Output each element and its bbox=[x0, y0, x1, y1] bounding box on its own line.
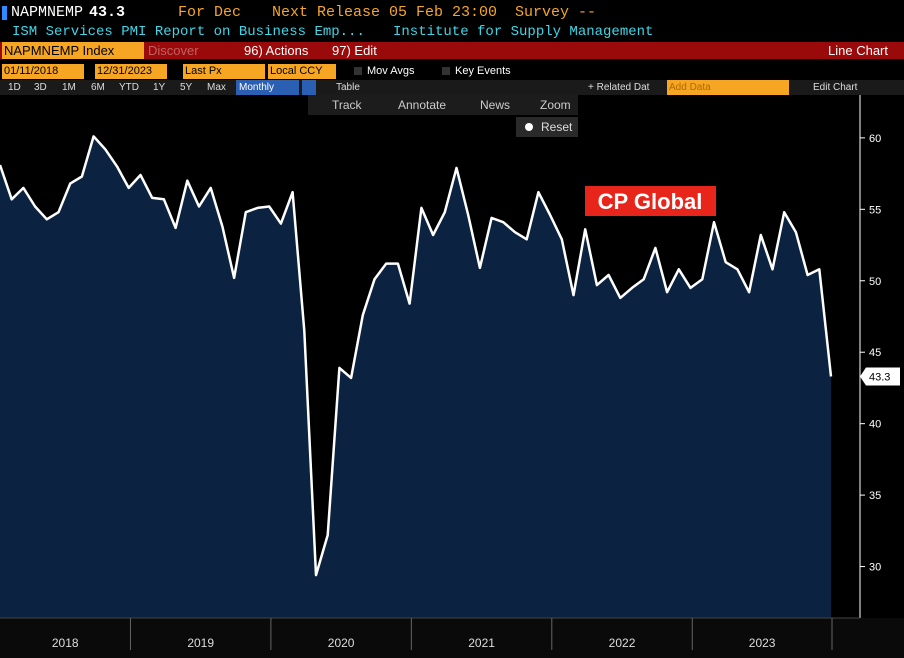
chart-icon[interactable] bbox=[302, 80, 316, 95]
checkbox[interactable] bbox=[354, 67, 362, 75]
start-date[interactable]: 01/11/2018 bbox=[2, 64, 84, 79]
range-button[interactable]: 1Y bbox=[153, 82, 166, 93]
key-events[interactable]: Key Events bbox=[455, 65, 511, 77]
last-value-label: 43.3 bbox=[869, 372, 890, 384]
discover-menu[interactable]: Discover bbox=[148, 43, 199, 58]
range-button[interactable]: Max bbox=[207, 82, 226, 93]
reset-icon bbox=[525, 123, 533, 131]
range-button[interactable]: 1M bbox=[62, 82, 76, 93]
field-select[interactable]: Last Px bbox=[183, 64, 265, 79]
y-tick-label: 45 bbox=[869, 347, 881, 359]
y-tick-label: 55 bbox=[869, 204, 881, 216]
x-axis-band bbox=[0, 618, 904, 658]
period: For Dec bbox=[178, 4, 242, 21]
area bbox=[0, 136, 831, 618]
range-button[interactable]: 6M bbox=[91, 82, 105, 93]
range-button[interactable]: 5Y bbox=[180, 82, 193, 93]
actions-menu[interactable]: 96) Actions bbox=[244, 43, 309, 58]
reset-button[interactable]: Reset bbox=[541, 120, 573, 134]
tool-bar-bg bbox=[308, 95, 578, 115]
reset-bg bbox=[516, 117, 578, 137]
currency-select[interactable]: Local CCY bbox=[268, 64, 336, 79]
checkbox[interactable] bbox=[442, 67, 450, 75]
y-tick-label: 35 bbox=[869, 490, 881, 502]
security-field[interactable]: NAPMNEMP Index bbox=[2, 42, 144, 59]
last-value-tag bbox=[860, 367, 900, 386]
x-tick-label: 2019 bbox=[187, 636, 214, 650]
y-tick-label: 30 bbox=[869, 562, 881, 574]
x-tick-label: 2022 bbox=[609, 636, 636, 650]
tool-button[interactable]: Zoom bbox=[540, 98, 571, 112]
tool-button[interactable]: News bbox=[480, 98, 510, 112]
edit-menu[interactable]: 97) Edit bbox=[332, 43, 377, 58]
options-row: 01/11/2018 12/31/2023 Last Px Local CCY … bbox=[0, 64, 904, 79]
edit-chart[interactable]: Edit Chart bbox=[813, 82, 858, 93]
y-tick-label: 60 bbox=[869, 133, 881, 145]
chart: Track Annotate News Zoom Reset 30 35 40 45 50 55 60… bbox=[0, 95, 904, 658]
range-button[interactable]: 3D bbox=[34, 82, 47, 93]
tool-button[interactable]: Annotate bbox=[398, 98, 446, 112]
tool-button[interactable]: Track bbox=[332, 98, 363, 112]
frequency[interactable]: Monthly bbox=[236, 80, 299, 95]
range-button[interactable]: YTD bbox=[119, 82, 139, 93]
add-data[interactable]: Add Data bbox=[667, 80, 789, 95]
description-row: ISM Services PMI Report on Business Emp.… bbox=[0, 24, 904, 41]
x-tick-label: 2018 bbox=[52, 636, 79, 650]
y-tick-label: 50 bbox=[869, 276, 881, 288]
next-release: Next Release 05 Feb 23:00 bbox=[272, 4, 498, 21]
range-row: Monthly Table + Related Dat Add Data Edi… bbox=[0, 80, 904, 95]
x-tick-label: 2023 bbox=[749, 636, 776, 650]
x-tick-label: 2021 bbox=[468, 636, 495, 650]
ticker: NAPMNEMP bbox=[11, 4, 84, 21]
header-row: NAPMNEMP 43.3 For Dec Next Release 05 Fe… bbox=[0, 2, 904, 24]
line bbox=[0, 135, 833, 577]
x-tick-label: 2020 bbox=[328, 636, 355, 650]
source: Institute for Supply Management bbox=[393, 24, 654, 40]
y-tick-label: 40 bbox=[869, 419, 881, 431]
mov-avgs[interactable]: Mov Avgs bbox=[367, 65, 415, 77]
table-button[interactable]: Table bbox=[336, 82, 360, 93]
related-data[interactable]: + Related Dat bbox=[588, 82, 650, 93]
accent-bar bbox=[2, 6, 7, 20]
description: ISM Services PMI Report on Business Emp.… bbox=[12, 24, 365, 40]
end-date[interactable]: 12/31/2023 bbox=[95, 64, 167, 79]
command-bar: NAPMNEMP Index Discover 96) Actions 97) … bbox=[0, 42, 904, 59]
annotation-box bbox=[585, 186, 716, 216]
last-price: 43.3 bbox=[89, 4, 126, 21]
chart-type: Line Chart bbox=[828, 43, 888, 58]
annotation: CP Global bbox=[598, 189, 703, 214]
range-button[interactable]: 1D bbox=[8, 82, 21, 93]
survey: Survey -- bbox=[515, 4, 597, 21]
